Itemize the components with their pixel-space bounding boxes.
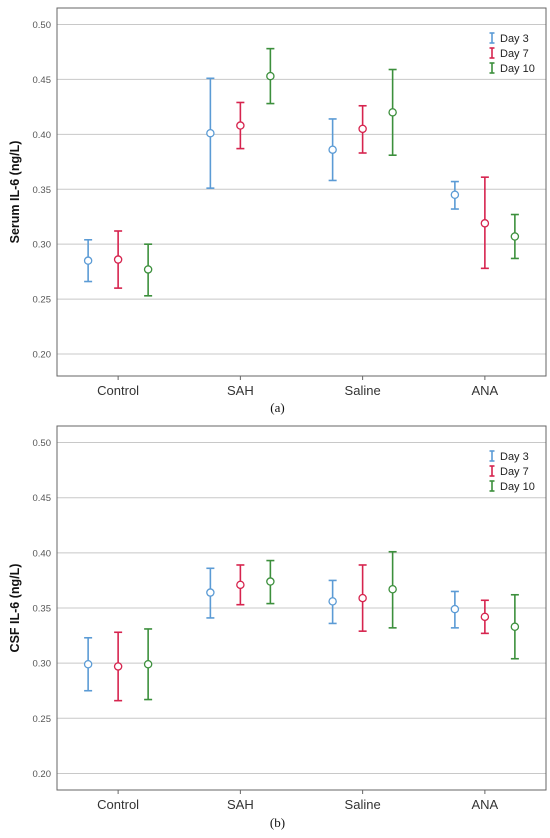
errorbar-day-3-sah <box>206 77 215 189</box>
y-axis-label: CSF IL-6 (ng/L) <box>8 564 22 653</box>
panel-a-chart: 0.20 0.25 0.30 0.35 0.40 0.45 0.50 Control SAH Sa… <box>8 7 547 415</box>
mean-marker <box>450 604 460 614</box>
mean-marker <box>206 128 215 138</box>
y-tick-label: 0.25 <box>33 295 52 306</box>
errorbar-day-10-sah <box>266 559 275 605</box>
errorbar-day-7-sah <box>236 564 245 606</box>
legend: Day 3 Day 7 Day 10 <box>489 32 535 75</box>
mean-marker <box>450 190 460 199</box>
mean-marker <box>266 577 275 586</box>
y-tick-label: 0.35 <box>33 185 52 196</box>
legend-item-day-3: Day 3 <box>489 450 529 463</box>
x-tick-label-saline: Saline <box>345 797 381 812</box>
y-tick-label: 0.20 <box>33 350 52 361</box>
mean-marker <box>266 71 275 81</box>
mean-marker <box>206 588 215 597</box>
mean-marker <box>113 662 123 671</box>
mean-marker <box>143 660 153 669</box>
errorbar-day-3-sah <box>206 567 215 619</box>
errorbar-day-10-ana <box>510 593 520 660</box>
errorbar-day-7-ana <box>480 599 490 635</box>
x-tick-label-saline: Saline <box>345 383 381 398</box>
errorbar-day-3-control <box>83 238 93 283</box>
mean-marker <box>113 255 123 264</box>
mean-marker <box>510 232 520 241</box>
y-tick-label: 0.45 <box>33 493 52 504</box>
errorbar-day-3-ana <box>450 590 460 629</box>
legend-item-day-7: Day 7 <box>489 465 529 478</box>
errorbar-day-10-control <box>143 243 153 297</box>
legend-item-day-7: Day 7 <box>489 47 529 60</box>
y-tick-label: 0.50 <box>33 20 52 31</box>
x-tick-label-control: Control <box>97 383 139 398</box>
panel-b-chart: 0.20 0.25 0.30 0.35 0.40 0.45 0.50 Control SAH Sa… <box>8 425 547 830</box>
legend-label: Day 3 <box>500 451 529 463</box>
errorbar-day-7-control <box>113 631 123 702</box>
y-tick-label: 0.30 <box>33 240 52 251</box>
mean-marker <box>388 108 397 117</box>
y-tick-label: 0.20 <box>33 769 52 780</box>
errorbar-day-10-control <box>143 628 153 701</box>
mean-marker <box>236 121 245 130</box>
x-tick-label-ana: ANA <box>472 797 499 812</box>
legend-item-day-3: Day 3 <box>489 32 529 45</box>
mean-marker <box>480 219 490 228</box>
plot-frame <box>56 425 547 791</box>
y-axis-label: Serum IL-6 (ng/L) <box>8 141 22 244</box>
legend-label: Day 10 <box>500 481 535 493</box>
mean-marker <box>328 597 337 606</box>
panel-caption: (b) <box>270 815 285 830</box>
x-tick-label-control: Control <box>97 797 139 812</box>
y-tick-label: 0.40 <box>33 130 52 141</box>
errorbar-day-3-ana <box>450 180 460 210</box>
errorbar-day-7-control <box>113 230 123 289</box>
legend: Day 3 Day 7 Day 10 <box>489 450 535 493</box>
y-tick-label: 0.40 <box>33 548 52 559</box>
mean-marker <box>358 593 367 603</box>
x-tick-label-sah: SAH <box>227 797 254 812</box>
legend-item-day-10: Day 10 <box>489 62 535 75</box>
errorbar-day-10-sah <box>266 47 275 105</box>
mean-marker <box>388 584 397 594</box>
mean-marker <box>510 622 520 632</box>
panel-caption: (a) <box>270 400 284 415</box>
errorbar-day-7-ana <box>480 176 490 270</box>
y-tick-label: 0.25 <box>33 714 52 725</box>
mean-marker <box>83 256 93 265</box>
x-tick-label-ana: ANA <box>472 383 499 398</box>
y-tick-label: 0.35 <box>33 604 52 615</box>
mean-marker <box>328 145 337 154</box>
mean-marker <box>236 580 245 590</box>
plot-frame <box>56 7 547 377</box>
errorbar-day-10-saline <box>388 550 397 629</box>
errorbar-day-7-saline <box>358 564 367 632</box>
errorbar-day-10-saline <box>388 68 397 156</box>
legend-label: Day 10 <box>500 63 535 75</box>
errorbar-day-10-ana <box>510 213 520 260</box>
legend-label: Day 7 <box>500 466 529 478</box>
errorbar-day-7-saline <box>358 104 367 154</box>
y-tick-label: 0.45 <box>33 75 52 86</box>
legend-label: Day 3 <box>500 33 529 45</box>
y-tick-label: 0.50 <box>33 438 52 449</box>
errorbar-day-3-saline <box>328 579 337 625</box>
mean-marker <box>358 124 367 134</box>
errorbar-day-3-control <box>83 636 93 692</box>
mean-marker <box>480 612 490 622</box>
errorbar-day-3-saline <box>328 118 337 182</box>
legend-label: Day 7 <box>500 48 529 60</box>
mean-marker <box>83 660 93 669</box>
mean-marker <box>143 265 153 274</box>
x-tick-label-sah: SAH <box>227 383 254 398</box>
y-tick-label: 0.30 <box>33 659 52 670</box>
legend-item-day-10: Day 10 <box>489 480 535 493</box>
errorbar-day-7-sah <box>236 101 245 150</box>
